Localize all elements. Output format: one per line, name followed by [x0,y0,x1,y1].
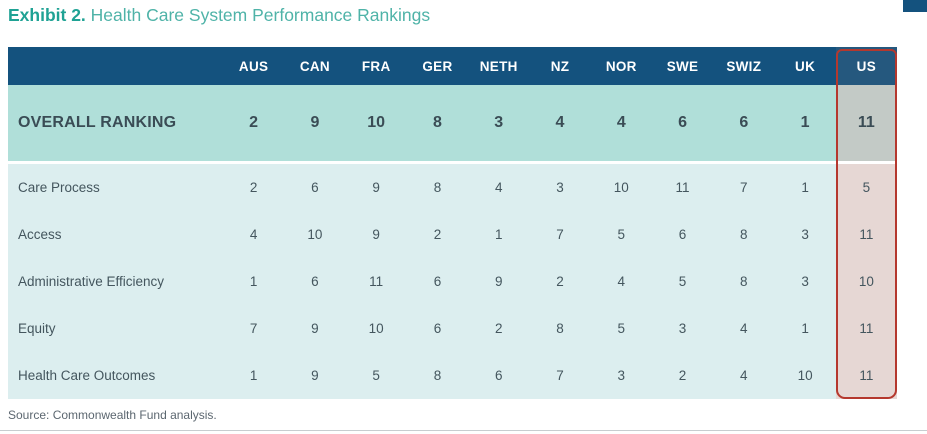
row-divider [8,161,897,164]
rank-cell-overall-nor: 4 [616,114,626,131]
rank-cell-administrative-efficiency-nz: 2 [556,274,564,289]
rank-cell-overall-fra: 10 [367,114,386,131]
rank-cell-care-process-fra: 9 [372,180,380,195]
rank-cell-care-process-can: 6 [311,180,319,195]
rank-cell-access-nor: 5 [617,227,626,242]
rank-cell-care-process-ger: 8 [433,180,442,195]
rank-cell-health-care-outcomes-nz: 7 [556,368,564,383]
rank-cell-care-process-nor: 10 [613,180,629,195]
page-corner-decoration [903,0,927,12]
rank-cell-equity-fra: 10 [368,321,384,336]
rank-cell-administrative-efficiency-swiz: 8 [740,274,748,289]
row-label: Access [18,227,62,242]
column-header-swiz: SWIZ [726,58,762,74]
column-header-us: US [835,47,897,85]
rank-cell-administrative-efficiency-ger: 6 [433,274,442,289]
rank-cell-administrative-efficiency-can: 6 [311,274,319,289]
rank-cell-overall-nz: 4 [555,114,565,131]
column-header-ger: GER [422,58,453,74]
rank-cell-overall-uk: 1 [800,114,810,131]
rank-cell-equity-neth: 2 [494,321,503,336]
rank-cell-administrative-efficiency-nor: 4 [617,274,626,289]
rank-cell-access-fra: 9 [372,227,380,242]
rank-cell-care-process-uk: 1 [801,180,809,195]
table-row-administrative-efficiency: Administrative Efficiency 1 6 11 6 9 2 4 5 8 3 10 [8,258,897,305]
rank-cell-health-care-outcomes-fra: 5 [372,368,380,383]
table-header-row: AUS CAN FRA GER NETH NZ NOR SWE SWIZ UK US [8,47,897,85]
rank-cell-health-care-outcomes-aus: 1 [249,368,258,383]
rank-cell-equity-us: 11 [835,305,897,352]
rank-cell-equity-nor: 5 [617,321,626,336]
rank-cell-access-ger: 2 [433,227,442,242]
rank-cell-care-process-nz: 3 [556,180,564,195]
rank-cell-care-process-aus: 2 [249,180,258,195]
table-row-equity: Equity 7 9 10 6 2 8 5 3 4 1 11 [8,305,897,352]
row-label: Administrative Efficiency [18,274,165,289]
rank-cell-access-aus: 4 [249,227,258,242]
rank-cell-equity-can: 9 [311,321,319,336]
column-header-swe: SWE [666,58,699,74]
rank-cell-access-swe: 6 [678,227,687,242]
rank-cell-overall-aus: 2 [249,114,259,131]
rank-cell-health-care-outcomes-uk: 10 [797,368,813,383]
table-row-care-process: Care Process 2 6 9 8 4 3 10 11 7 1 5 [8,164,897,211]
rank-cell-equity-swe: 3 [678,321,687,336]
rankings-table: AUS CAN FRA GER NETH NZ NOR SWE SWIZ UK US OVERALL … [8,47,897,399]
page-title: Exhibit 2. Health Care System Performanc… [8,5,430,26]
rank-cell-administrative-efficiency-us: 10 [835,258,897,305]
rank-cell-overall-can: 9 [310,114,320,131]
column-header-fra: FRA [361,58,391,74]
table-row-access: Access 4 10 9 2 1 7 5 6 8 3 11 [8,211,897,258]
rank-cell-administrative-efficiency-uk: 3 [801,274,809,289]
rank-cell-overall-ger: 8 [432,114,442,131]
column-header-aus: AUS [238,58,269,74]
rank-cell-equity-aus: 7 [249,321,258,336]
rank-cell-access-can: 10 [307,227,323,242]
rank-cell-administrative-efficiency-neth: 9 [494,274,503,289]
rank-cell-health-care-outcomes-neth: 6 [494,368,503,383]
title-text: Health Care System Performance Rankings [85,5,431,25]
rank-cell-overall-neth: 3 [494,114,504,131]
rank-cell-overall-swe: 6 [678,114,687,131]
row-label: Equity [18,321,56,336]
row-label: OVERALL RANKING [18,114,177,131]
exhibit-label: Exhibit 2. [8,5,86,25]
rank-cell-access-us: 11 [835,211,897,258]
rank-cell-overall-us: 11 [835,85,897,161]
rank-cell-health-care-outcomes-ger: 8 [433,368,442,383]
rank-cell-equity-ger: 6 [433,321,442,336]
rank-cell-care-process-us: 5 [835,164,897,211]
rank-cell-health-care-outcomes-swiz: 4 [740,368,748,383]
rank-cell-care-process-neth: 4 [494,180,503,195]
column-header-nz: NZ [550,58,570,74]
rank-cell-health-care-outcomes-nor: 3 [617,368,626,383]
rank-cell-equity-uk: 1 [801,321,809,336]
rank-cell-access-neth: 1 [494,227,503,242]
rank-cell-access-nz: 7 [556,227,564,242]
rank-cell-health-care-outcomes-can: 9 [311,368,319,383]
rank-cell-equity-swiz: 4 [740,321,748,336]
row-label: Care Process [18,180,100,195]
rank-cell-care-process-swiz: 7 [740,180,748,195]
column-header-uk: UK [795,58,816,74]
rank-cell-health-care-outcomes-us: 11 [835,352,897,399]
rank-cell-administrative-efficiency-aus: 1 [249,274,258,289]
overall-ranking-row: OVERALL RANKING 2 9 10 8 3 4 4 6 6 1 11 [8,85,897,161]
bottom-divider [0,430,927,431]
rank-cell-access-uk: 3 [801,227,809,242]
rank-cell-health-care-outcomes-swe: 2 [678,368,687,383]
column-header-neth: NETH [479,58,518,74]
rank-cell-overall-swiz: 6 [739,114,749,131]
column-header-can: CAN [299,58,330,74]
row-label: Health Care Outcomes [18,368,156,383]
table-row-health-care-outcomes: Health Care Outcomes 1 9 5 8 6 7 3 2 4 10 11 [8,352,897,399]
rank-cell-equity-nz: 8 [556,321,564,336]
rank-cell-care-process-swe: 11 [675,180,690,195]
rank-cell-access-swiz: 8 [740,227,748,242]
rank-cell-administrative-efficiency-fra: 11 [369,274,384,289]
column-header-nor: NOR [605,58,637,74]
rank-cell-administrative-efficiency-swe: 5 [678,274,687,289]
source-note: Source: Commonwealth Fund analysis. [8,408,217,422]
